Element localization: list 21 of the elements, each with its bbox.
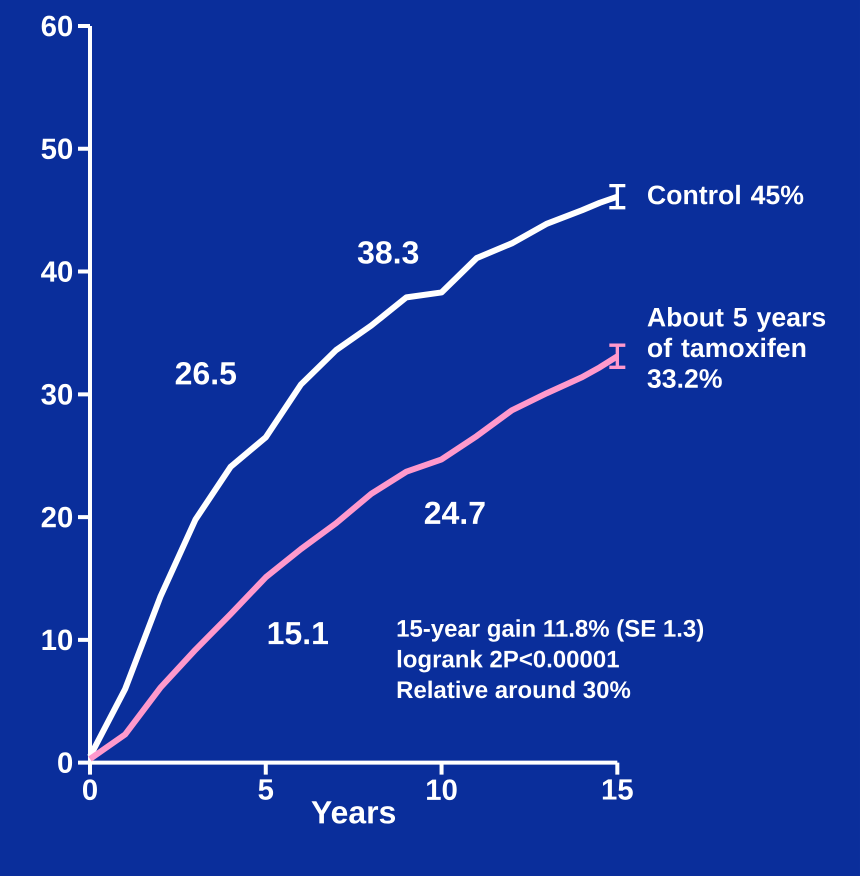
y-tick-label: 60: [42, 16, 72, 36]
data-label: 24.7: [424, 502, 485, 524]
x-tick-label: 10: [427, 779, 457, 800]
y-tick-label: 20: [42, 506, 72, 528]
y-tick-label: 50: [42, 138, 72, 160]
data-label: 38.3: [358, 241, 418, 264]
data-label: 15.1: [268, 622, 328, 644]
y-tick-label: 0: [58, 752, 72, 774]
x-axis-title: Years: [311, 801, 396, 824]
annotation: 15-year gain 11.8% (SE 1.3): [398, 619, 704, 642]
x-tick-label: 5: [258, 779, 274, 800]
annotation: Relative around 30%: [398, 680, 630, 698]
y-tick-label: 10: [42, 629, 72, 650]
annotation: logrank 2P<0.00001: [398, 650, 619, 672]
y-tick-label: 40: [41, 261, 72, 282]
data-label: 26.5: [176, 362, 236, 385]
series-label: About 5 years of tamoxifen 33.2%: [648, 307, 826, 388]
x-tick-label: 0: [82, 779, 97, 800]
series-label: Control 45%: [648, 184, 804, 204]
x-tick-label: 15: [602, 779, 633, 800]
y-tick-label: 30: [41, 384, 72, 405]
